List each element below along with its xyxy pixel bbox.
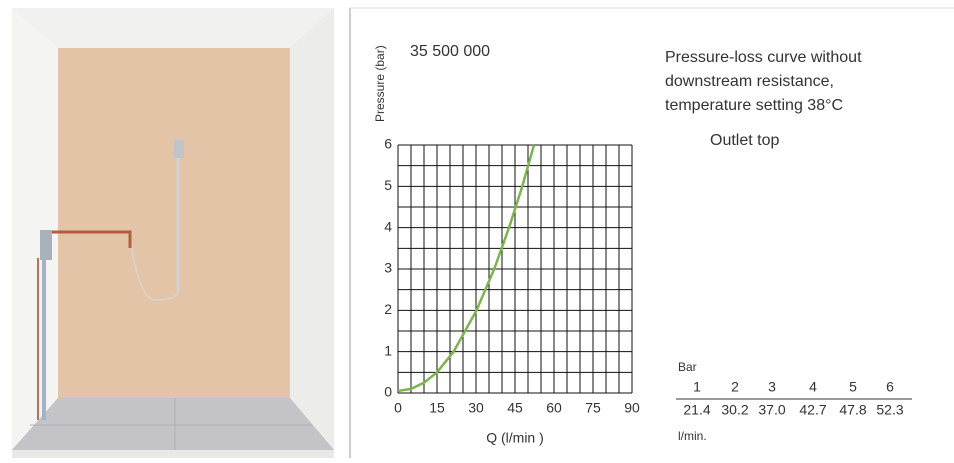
table-header-cell: 5	[849, 379, 857, 395]
x-tick-label: 75	[585, 400, 601, 416]
x-tick-label: 60	[546, 400, 562, 416]
x-tick-label: 90	[624, 400, 640, 416]
table-header-cell: 2	[731, 379, 739, 395]
table-header-cell: 6	[886, 379, 894, 395]
table-cell: 21.4	[683, 402, 710, 418]
x-tick-label: 15	[429, 400, 445, 416]
y-tick-label: 4	[384, 218, 392, 234]
table-unit: Bar	[678, 360, 697, 374]
x-tick-label: 45	[507, 400, 523, 416]
y-tick-label: 1	[384, 342, 392, 358]
shower-illustration	[0, 0, 340, 458]
x-tick-label: 30	[468, 400, 484, 416]
description-line: downstream resistance,	[665, 73, 834, 90]
y-tick-label: 3	[384, 260, 392, 276]
description-line: Pressure-loss curve without	[665, 49, 862, 66]
table-cell: 47.8	[839, 402, 866, 418]
table-header-cell: 3	[768, 379, 776, 395]
y-tick-label: 2	[384, 301, 392, 317]
table-cell: 37.0	[758, 402, 785, 418]
x-tick-label: 0	[394, 400, 402, 416]
table-header-cell: 1	[693, 379, 701, 395]
table-cell: 30.2	[721, 402, 748, 418]
y-tick-label: 6	[384, 136, 392, 152]
y-axis-label: Pressure (bar)	[373, 45, 387, 122]
x-axis-label: Q (l/min )	[486, 430, 544, 446]
table-cell: 42.7	[799, 402, 826, 418]
y-tick-label: 5	[384, 177, 392, 193]
chart-title: 35 500 000	[410, 43, 490, 60]
curve	[397, 144, 536, 393]
table-cell: 52.3	[876, 402, 903, 418]
table-header-cell: 4	[809, 379, 817, 395]
description-line: temperature setting 38°C	[665, 97, 843, 114]
table-unit: l/min.	[678, 429, 707, 443]
outlet-label: Outlet top	[710, 132, 779, 149]
y-tick-label: 0	[384, 384, 392, 400]
